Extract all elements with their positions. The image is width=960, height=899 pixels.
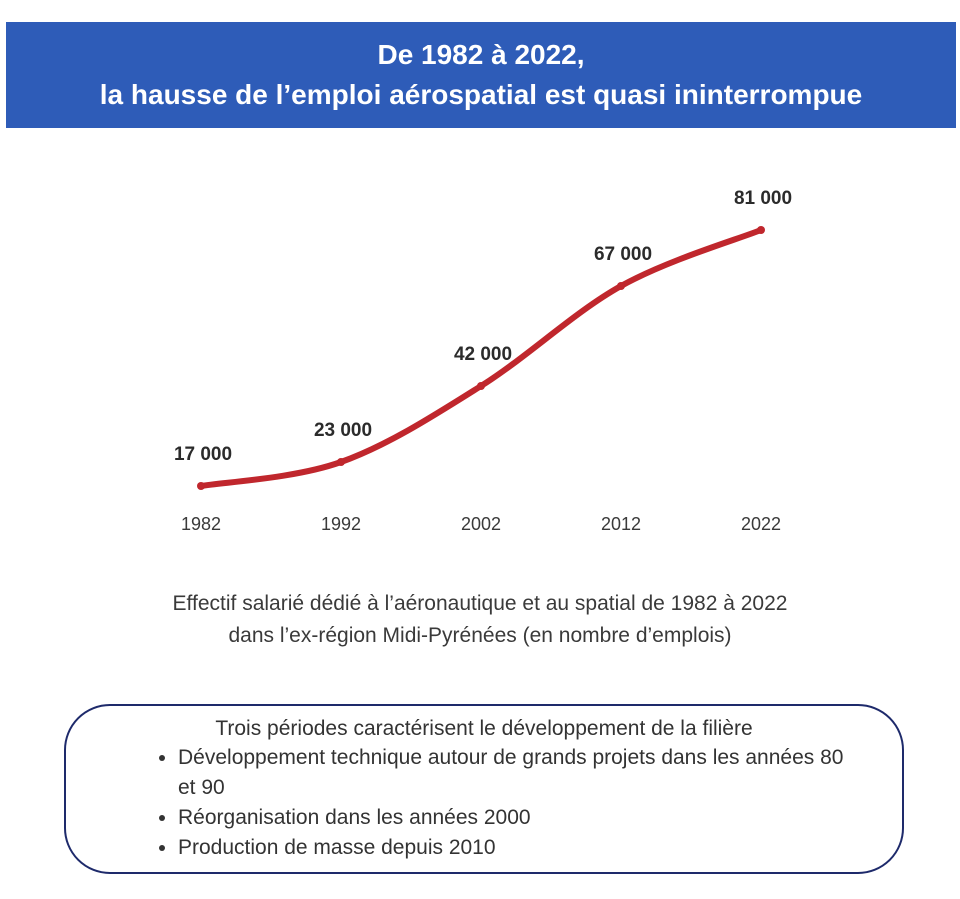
data-point bbox=[757, 226, 765, 234]
period-item: Production de masse depuis 2010 bbox=[178, 833, 858, 863]
title-banner: De 1982 à 2022, la hausse de l’emploi aé… bbox=[6, 22, 956, 128]
data-point bbox=[197, 482, 205, 490]
periods-list: Développement technique autour de grands… bbox=[154, 743, 858, 863]
x-tick-label: 2012 bbox=[601, 514, 641, 534]
periods-box: Trois périodes caractérisent le développ… bbox=[64, 704, 904, 874]
title-line-2: la hausse de l’emploi aérospatial est qu… bbox=[99, 79, 863, 110]
periods-box-title: Trois périodes caractérisent le développ… bbox=[215, 717, 753, 740]
chart-caption: Effectif salarié dédié à l’aéronautique … bbox=[0, 588, 960, 652]
x-tick-label: 1992 bbox=[321, 514, 361, 534]
data-point bbox=[477, 382, 485, 390]
period-item: Réorganisation dans les années 2000 bbox=[178, 803, 858, 833]
title-line-1: De 1982 à 2022, bbox=[377, 39, 585, 70]
data-label: 17 000 bbox=[174, 444, 232, 465]
period-item: Développement technique autour de grands… bbox=[178, 743, 858, 803]
data-label: 42 000 bbox=[454, 344, 512, 365]
data-point bbox=[617, 282, 625, 290]
x-tick-label: 1982 bbox=[181, 514, 221, 534]
caption-line-1: Effectif salarié dédié à l’aéronautique … bbox=[172, 592, 788, 615]
data-label: 67 000 bbox=[594, 244, 652, 265]
caption-line-2: dans l’ex-région Midi-Pyrénées (en nombr… bbox=[228, 624, 732, 647]
data-point bbox=[337, 458, 345, 466]
data-label: 23 000 bbox=[314, 420, 372, 441]
data-label: 81 000 bbox=[734, 188, 792, 209]
x-tick-label: 2022 bbox=[741, 514, 781, 534]
employment-line-chart: 17 000 23 000 42 000 67 000 81 000 1982 1992 2… bbox=[174, 188, 792, 534]
x-tick-label: 2002 bbox=[461, 514, 501, 534]
